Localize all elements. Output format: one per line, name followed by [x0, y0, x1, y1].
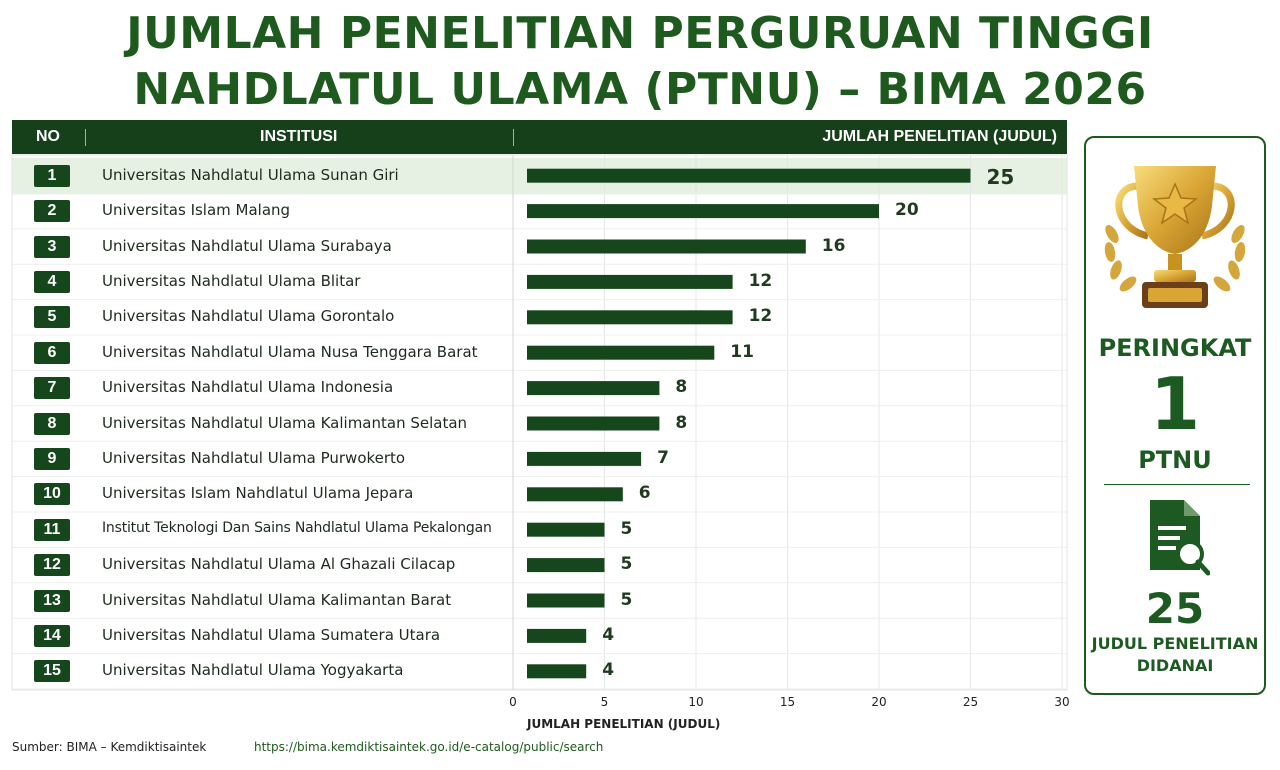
institution-name: Institut Teknologi Dan Sains Nahdlatul U…	[102, 519, 492, 536]
row-number-badge: 8	[34, 412, 70, 435]
bar-value-label: 5	[620, 554, 633, 575]
institution-name: Universitas Nahdlatul Ulama Sumatera Uta…	[102, 625, 441, 644]
header-institusi: INSTITUSI	[260, 128, 338, 145]
bar-value-label: 16	[821, 235, 846, 256]
header-separator	[513, 129, 514, 146]
bar-value-label: 4	[602, 624, 615, 645]
x-tick-label: 30	[1054, 695, 1070, 709]
panel-divider	[1104, 484, 1250, 485]
x-tick-label: 10	[688, 695, 704, 709]
institution-name: Universitas Nahdlatul Ulama Kalimantan S…	[102, 413, 468, 432]
document-search-icon	[1150, 500, 1210, 576]
x-axis-title: JUMLAH PENELITIAN (JUDUL)	[527, 717, 721, 731]
bar	[527, 593, 605, 608]
bar	[527, 239, 806, 254]
bar-value-label: 25	[986, 164, 1015, 189]
row-number-badge: 11	[34, 518, 70, 541]
row-number-badge: 6	[34, 341, 70, 364]
source-url[interactable]: https://bima.kemdiktisaintek.go.id/e-cat…	[254, 740, 604, 754]
row-number-badge: 10	[34, 483, 70, 506]
row-number-badge: 13	[34, 589, 70, 612]
bar-value-label: 5	[620, 589, 633, 610]
ranking-panel: PERINGKAT 1 PTNU 25 JUDUL PENELITIAN DID…	[1084, 136, 1266, 695]
institution-name: Universitas Nahdlatul Ulama Nusa Tenggar…	[102, 342, 478, 361]
bar	[527, 522, 605, 537]
bar-value-label: 8	[675, 377, 688, 398]
bar	[527, 310, 733, 325]
bar-value-label: 5	[620, 518, 633, 539]
row-number-badge: 12	[34, 554, 70, 577]
institution-name: Universitas Islam Malang	[102, 201, 291, 220]
bar	[527, 168, 971, 183]
chart-title-line2: NAHDLATUL ULAMA (PTNU) – BIMA 2026	[133, 64, 1147, 115]
bar	[527, 381, 660, 396]
x-tick-label: 15	[779, 695, 796, 709]
row-number-badge: 9	[34, 447, 70, 470]
table-frame	[11, 154, 1068, 691]
header-jumlah: JUMLAH PENELITIAN (JUDUL)	[822, 128, 1057, 145]
bar	[527, 487, 623, 502]
x-tick-label: 25	[962, 695, 979, 709]
row-number-badge: 5	[34, 306, 70, 329]
chart-title-line1: JUMLAH PENELITIAN PERGURUAN TINGGI	[126, 8, 1154, 59]
x-tick-label: 0	[509, 695, 517, 709]
count-value: 25	[1145, 584, 1205, 633]
row-number-badge: 4	[34, 270, 70, 293]
rank-value: 1	[1149, 362, 1201, 446]
bar-value-label: 4	[602, 660, 615, 681]
bar-value-label: 11	[730, 341, 754, 362]
count-description-line2: DIDANAI	[1136, 656, 1214, 675]
institution-name: Universitas Nahdlatul Ulama Surabaya	[102, 236, 392, 255]
institution-name: Universitas Nahdlatul Ulama Al Ghazali C…	[102, 555, 456, 574]
bar	[527, 416, 660, 431]
trophy-icon	[1104, 166, 1246, 308]
row-number-badge: 15	[34, 660, 70, 683]
institution-name: Universitas Nahdlatul Ulama Purwokerto	[102, 448, 406, 467]
x-tick-label: 5	[600, 695, 609, 709]
bar-value-label: 12	[748, 270, 773, 291]
count-description-line1: JUDUL PENELITIAN	[1091, 634, 1259, 653]
bar	[527, 558, 605, 573]
table-header: NO INSTITUSI JUMLAH PENELITIAN (JUDUL)	[12, 120, 1067, 154]
bar	[527, 628, 587, 643]
institution-name: Universitas Nahdlatul Ulama Gorontalo	[102, 307, 395, 326]
row-number-badge: 2	[34, 200, 70, 223]
bar	[527, 345, 715, 360]
source-note: Sumber: BIMA – Kemdiktisaintek	[12, 740, 207, 754]
bar	[527, 274, 733, 289]
institution-name: Universitas Nahdlatul Ulama Yogyakarta	[102, 661, 404, 680]
rank-label: PERINGKAT	[1098, 334, 1252, 362]
bar-value-label: 12	[748, 306, 773, 327]
row-number-badge: 7	[34, 377, 70, 400]
x-tick-label: 20	[871, 695, 887, 709]
row-number-badge: 1	[34, 164, 70, 187]
bar	[527, 664, 587, 679]
institution-name: Universitas Nahdlatul Ulama Indonesia	[102, 378, 394, 397]
institution-name: Universitas Nahdlatul Ulama Blitar	[102, 271, 361, 290]
row-number-badge: 14	[34, 624, 70, 647]
header-no: NO	[36, 128, 60, 145]
bar	[527, 451, 642, 466]
bar-value-label: 7	[657, 447, 669, 468]
header-separator	[85, 129, 86, 146]
rank-group: PTNU	[1138, 446, 1212, 474]
bar	[527, 204, 879, 219]
bar-value-label: 20	[895, 200, 919, 221]
bar-value-label: 6	[638, 483, 651, 504]
row-number-badge: 3	[34, 235, 70, 258]
institution-name: Universitas Islam Nahdlatul Ulama Jepara	[102, 484, 414, 503]
institution-name: Universitas Nahdlatul Ulama Sunan Giri	[102, 165, 399, 184]
institution-name: Universitas Nahdlatul Ulama Kalimantan B…	[102, 590, 452, 609]
bar-value-label: 8	[675, 412, 688, 433]
